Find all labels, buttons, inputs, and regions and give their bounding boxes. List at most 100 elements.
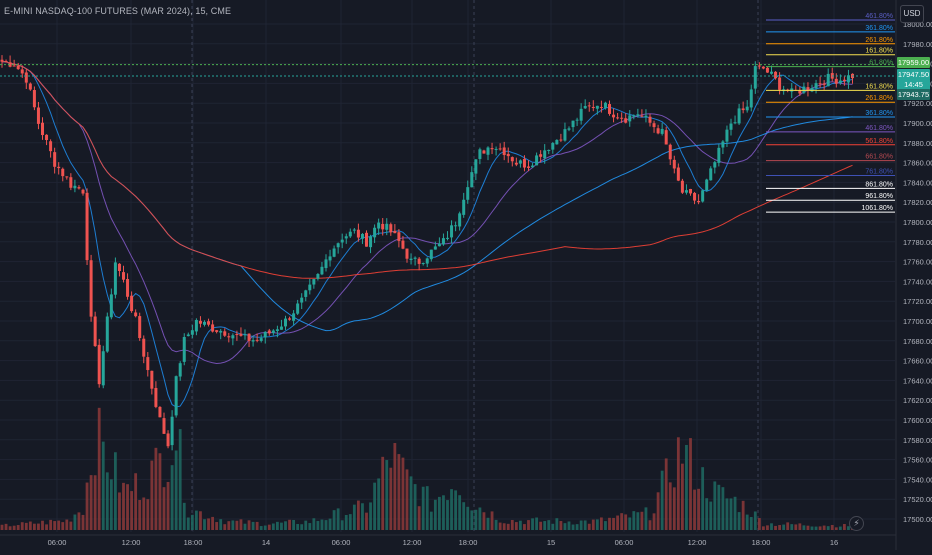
y-tick-label: 17840.00 — [903, 178, 932, 187]
candle-body — [0, 59, 4, 62]
candle-body — [279, 326, 283, 330]
volume-bar — [616, 515, 619, 530]
candle-body — [810, 88, 814, 92]
candle-body — [567, 128, 571, 130]
candle-body — [616, 117, 620, 119]
y-tick-label: 17560.00 — [903, 456, 932, 465]
volume-bar — [559, 521, 563, 530]
candle-body — [24, 72, 28, 83]
volume-bar — [519, 520, 522, 530]
volume-bar — [843, 523, 846, 530]
volume-bar — [429, 511, 433, 530]
volume-bar — [798, 523, 802, 530]
candle-body — [405, 248, 409, 259]
candle-body — [247, 333, 251, 341]
volume-bar — [847, 526, 850, 530]
candle-body — [142, 338, 146, 357]
y-tick-label: 17780.00 — [903, 238, 932, 247]
candle-body — [53, 152, 57, 167]
candle-body — [717, 147, 721, 163]
x-tick-label: 12:00 — [403, 538, 422, 547]
candle-body — [693, 192, 697, 201]
volume-bar — [535, 517, 538, 530]
volume-bar — [328, 518, 332, 530]
lightning-icon[interactable]: ⚡ — [849, 516, 864, 531]
candle-body — [802, 86, 806, 93]
candle-body — [826, 73, 830, 87]
candle-body — [737, 108, 741, 124]
volume-bar — [774, 525, 777, 530]
volume-bar — [802, 525, 806, 530]
volume-bar — [689, 438, 692, 530]
volume-bar — [8, 526, 12, 530]
candle-body — [490, 148, 494, 150]
volume-bar — [146, 499, 150, 530]
volume-bar — [97, 407, 101, 530]
candle-body — [271, 330, 275, 334]
volume-bar — [697, 488, 700, 530]
candle-body — [620, 117, 624, 119]
volume-bar — [401, 457, 405, 530]
candle-body — [660, 128, 664, 134]
volume-bar — [620, 513, 624, 530]
candle-body — [304, 290, 308, 297]
volume-bar — [53, 521, 57, 530]
volume-bar — [587, 523, 591, 530]
candle-body — [563, 129, 567, 141]
currency-button[interactable]: USD — [900, 5, 924, 23]
candle-body — [413, 257, 417, 259]
candle-body — [312, 279, 316, 285]
volume-bar — [421, 486, 425, 530]
candle-body — [377, 222, 381, 229]
ma-long-line — [2, 61, 853, 279]
volume-bar — [612, 517, 615, 530]
volume-bar — [211, 516, 214, 530]
candle-body — [223, 331, 227, 336]
volume-bar — [0, 524, 4, 530]
volume-bar — [838, 526, 842, 530]
volume-bar — [834, 527, 838, 530]
x-tick-label: 18:00 — [752, 538, 771, 547]
volume-bar — [778, 525, 781, 530]
volume-bar — [377, 478, 381, 530]
candle-body — [389, 224, 393, 233]
candle-body — [547, 149, 551, 151]
x-tick-label: 06:00 — [48, 538, 67, 547]
volume-bar — [16, 525, 20, 530]
candle-body — [583, 106, 587, 109]
candle-body — [429, 249, 433, 260]
candle-body — [458, 213, 462, 227]
candle-body — [697, 200, 701, 203]
volume-bar — [126, 484, 129, 530]
volume-bar — [280, 522, 283, 530]
volume-bar — [89, 475, 93, 530]
chart-title: E-MINI NASDAQ-100 FUTURES (MAR 2024), 15… — [4, 6, 232, 16]
volume-bar — [41, 520, 44, 530]
candle-body — [603, 102, 607, 108]
candle-body — [134, 312, 138, 317]
volume-bar — [604, 521, 607, 530]
candle-body — [842, 79, 846, 82]
candle-body — [385, 223, 389, 230]
volume-bar — [486, 517, 490, 530]
candle-body — [324, 259, 328, 269]
candle-body — [527, 166, 530, 168]
volume-bar — [458, 495, 462, 530]
volume-bar — [304, 520, 308, 530]
volume-bar — [105, 472, 109, 530]
candle-body — [190, 330, 194, 335]
candle-body — [130, 295, 134, 312]
candle-body — [117, 263, 121, 272]
volume-bar — [114, 452, 117, 530]
volume-bar — [20, 522, 24, 530]
volume-bar — [709, 501, 713, 530]
volume-bar — [786, 522, 790, 530]
candle-body — [798, 90, 802, 94]
candle-body — [636, 114, 640, 116]
candle-body — [360, 233, 364, 239]
volume-bar — [502, 523, 506, 530]
volume-bar — [640, 511, 644, 530]
volume-bar — [628, 517, 632, 530]
